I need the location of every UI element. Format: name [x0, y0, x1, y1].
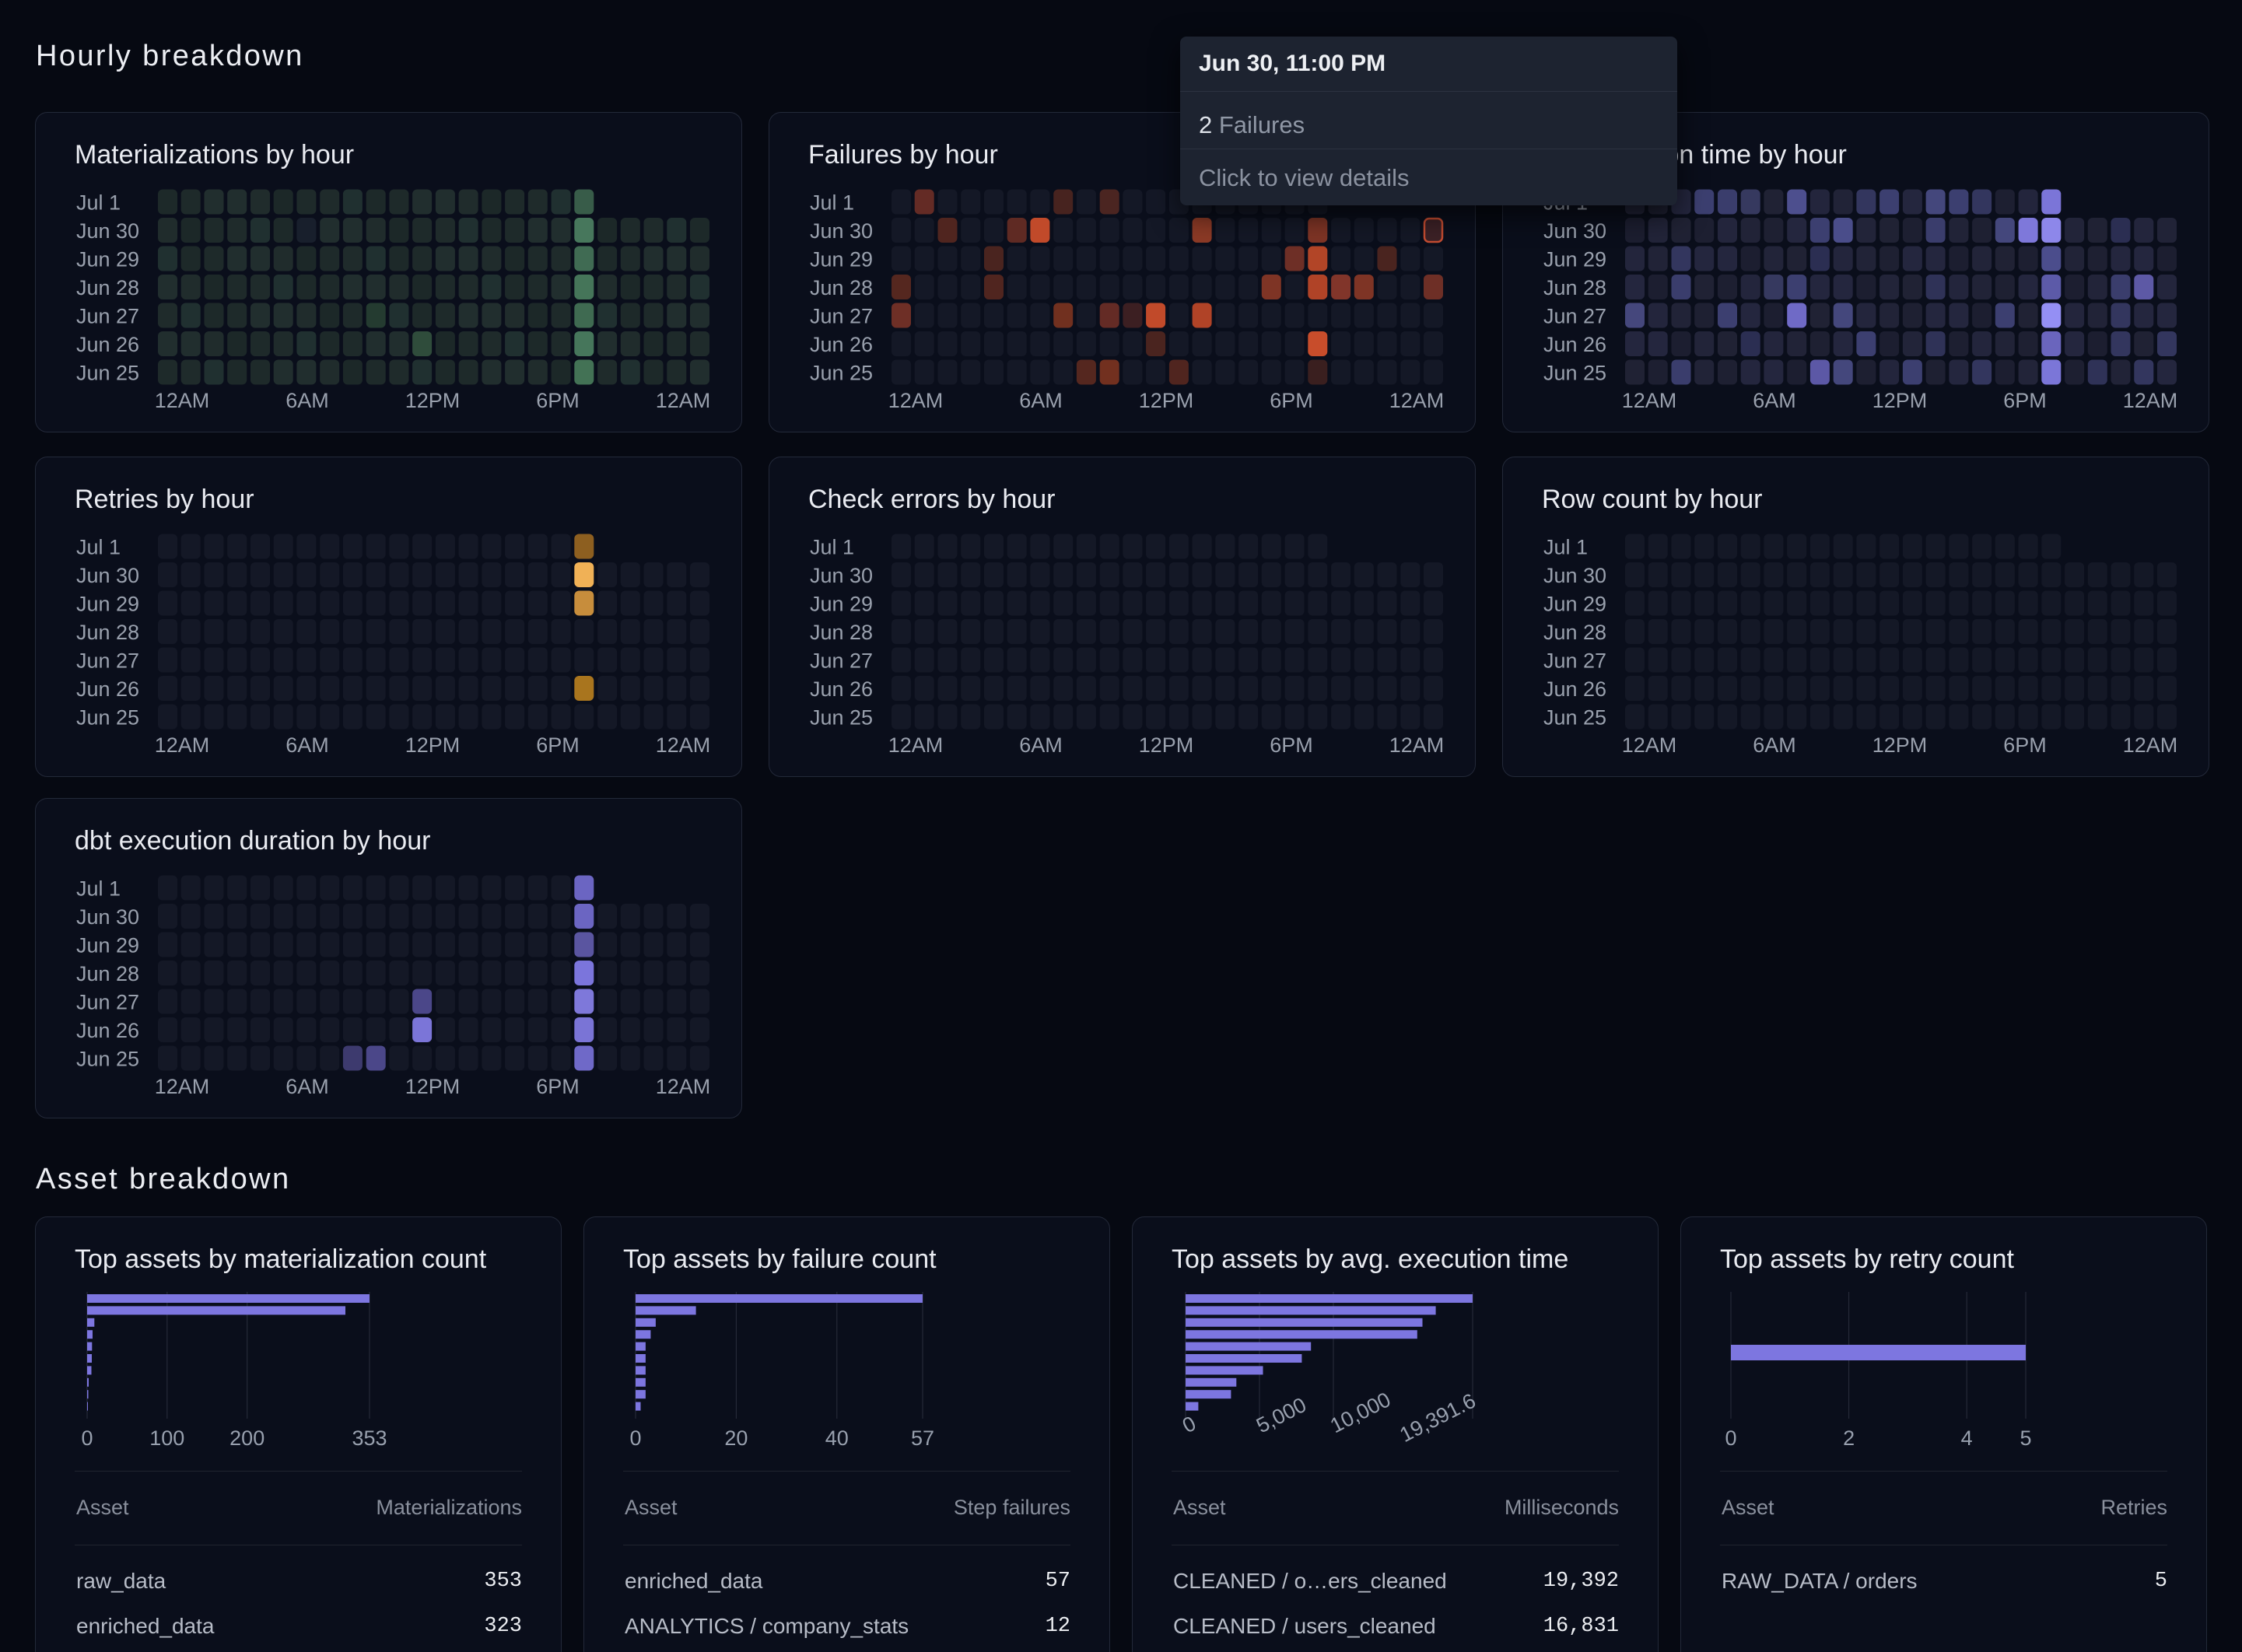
svg-text:Jun 26: Jun 26 [76, 677, 139, 701]
svg-text:6AM: 6AM [286, 389, 329, 412]
svg-text:Jul 1: Jul 1 [810, 191, 854, 215]
svg-text:Jun 30: Jun 30 [76, 905, 139, 929]
svg-text:Jun 26: Jun 26 [1543, 677, 1606, 701]
svg-text:Jun 28: Jun 28 [76, 962, 139, 985]
svg-text:12PM: 12PM [1872, 733, 1928, 757]
svg-text:5: 5 [2020, 1426, 2031, 1450]
svg-text:12AM: 12AM [656, 733, 711, 757]
svg-text:Jun 29: Jun 29 [810, 248, 873, 271]
svg-text:12AM: 12AM [1622, 733, 1677, 757]
svg-text:Jun 30: Jun 30 [76, 564, 139, 587]
svg-text:12PM: 12PM [405, 733, 461, 757]
svg-text:40: 40 [825, 1426, 849, 1450]
svg-text:2: 2 [1843, 1426, 1855, 1450]
svg-text:12AM: 12AM [1389, 733, 1445, 757]
svg-text:12AM: 12AM [155, 733, 210, 757]
svg-text:Jun 25: Jun 25 [76, 362, 139, 385]
svg-text:Jun 28: Jun 28 [1543, 621, 1606, 644]
svg-text:Jul 1: Jul 1 [1543, 536, 1588, 559]
svg-text:Jun 29: Jun 29 [1543, 593, 1606, 616]
svg-text:12AM: 12AM [888, 389, 944, 412]
svg-text:Jun 30: Jun 30 [76, 219, 139, 243]
svg-text:Jul 1: Jul 1 [76, 536, 121, 559]
svg-text:Jun 27: Jun 27 [76, 649, 139, 673]
svg-text:Jun 29: Jun 29 [810, 593, 873, 616]
svg-text:12AM: 12AM [1622, 389, 1677, 412]
svg-text:Jun 27: Jun 27 [810, 305, 873, 328]
svg-text:Jul 1: Jul 1 [810, 536, 854, 559]
svg-text:12PM: 12PM [1139, 389, 1194, 412]
svg-text:6AM: 6AM [286, 733, 329, 757]
svg-text:6PM: 6PM [1270, 389, 1313, 412]
svg-text:6AM: 6AM [1019, 733, 1063, 757]
svg-text:Jun 27: Jun 27 [76, 305, 139, 328]
svg-text:Jun 25: Jun 25 [810, 706, 873, 730]
svg-text:57: 57 [911, 1426, 934, 1450]
svg-text:12AM: 12AM [656, 1075, 711, 1098]
svg-text:Jun 25: Jun 25 [76, 1048, 139, 1071]
svg-text:Jun 30: Jun 30 [810, 219, 873, 243]
svg-text:6AM: 6AM [1753, 389, 1796, 412]
svg-text:0: 0 [81, 1426, 93, 1450]
svg-text:Jun 29: Jun 29 [1543, 248, 1606, 271]
svg-text:5,000: 5,000 [1252, 1393, 1310, 1437]
svg-text:100: 100 [149, 1426, 184, 1450]
svg-text:0: 0 [629, 1426, 641, 1450]
svg-text:Jul 1: Jul 1 [76, 191, 121, 215]
svg-text:Jun 29: Jun 29 [76, 248, 139, 271]
svg-text:12PM: 12PM [405, 389, 461, 412]
svg-text:10,000: 10,000 [1326, 1388, 1394, 1437]
svg-text:12AM: 12AM [1389, 389, 1445, 412]
svg-text:12AM: 12AM [888, 733, 944, 757]
svg-text:6PM: 6PM [536, 733, 580, 757]
svg-text:Jun 26: Jun 26 [1543, 333, 1606, 356]
svg-text:12AM: 12AM [656, 389, 711, 412]
svg-text:353: 353 [352, 1426, 387, 1450]
svg-text:12AM: 12AM [155, 389, 210, 412]
svg-text:Jun 26: Jun 26 [810, 677, 873, 701]
svg-text:0: 0 [1179, 1412, 1200, 1438]
svg-text:6AM: 6AM [1753, 733, 1796, 757]
svg-text:Jun 26: Jun 26 [76, 333, 139, 356]
svg-text:6PM: 6PM [2003, 733, 2047, 757]
svg-text:6PM: 6PM [536, 389, 580, 412]
svg-text:6PM: 6PM [2003, 389, 2047, 412]
svg-text:Jun 27: Jun 27 [76, 991, 139, 1014]
svg-text:6AM: 6AM [1019, 389, 1063, 412]
svg-text:12AM: 12AM [155, 1075, 210, 1098]
svg-text:Jun 29: Jun 29 [76, 593, 139, 616]
svg-text:Jun 28: Jun 28 [810, 276, 873, 299]
svg-text:Jun 25: Jun 25 [810, 362, 873, 385]
svg-text:Jun 28: Jun 28 [810, 621, 873, 644]
svg-text:200: 200 [229, 1426, 264, 1450]
svg-text:Jun 30: Jun 30 [1543, 564, 1606, 587]
svg-text:Jun 25: Jun 25 [1543, 706, 1606, 730]
svg-text:6PM: 6PM [536, 1075, 580, 1098]
svg-text:4: 4 [1961, 1426, 1973, 1450]
svg-text:6AM: 6AM [286, 1075, 329, 1098]
svg-text:6PM: 6PM [1270, 733, 1313, 757]
svg-text:0: 0 [1725, 1426, 1736, 1450]
svg-text:Jun 25: Jun 25 [1543, 362, 1606, 385]
svg-text:Jun 27: Jun 27 [1543, 649, 1606, 673]
svg-text:Jun 26: Jun 26 [76, 1019, 139, 1042]
svg-text:Jun 28: Jun 28 [76, 621, 139, 644]
svg-text:Jun 28: Jun 28 [1543, 276, 1606, 299]
svg-text:Jun 29: Jun 29 [76, 934, 139, 957]
svg-text:12PM: 12PM [1872, 389, 1928, 412]
svg-text:Jun 26: Jun 26 [810, 333, 873, 356]
svg-text:Jun 25: Jun 25 [76, 706, 139, 730]
svg-text:12PM: 12PM [405, 1075, 461, 1098]
svg-text:Jul 1: Jul 1 [76, 877, 121, 901]
svg-text:12AM: 12AM [2123, 389, 2178, 412]
svg-text:19,391.6: 19,391.6 [1396, 1389, 1479, 1447]
svg-text:Jun 27: Jun 27 [810, 649, 873, 673]
svg-text:Jun 28: Jun 28 [76, 276, 139, 299]
svg-text:Jun 30: Jun 30 [1543, 219, 1606, 243]
svg-text:Jun 27: Jun 27 [1543, 305, 1606, 328]
svg-text:Jun 30: Jun 30 [810, 564, 873, 587]
svg-text:12PM: 12PM [1139, 733, 1194, 757]
svg-text:20: 20 [724, 1426, 748, 1450]
svg-text:12AM: 12AM [2123, 733, 2178, 757]
